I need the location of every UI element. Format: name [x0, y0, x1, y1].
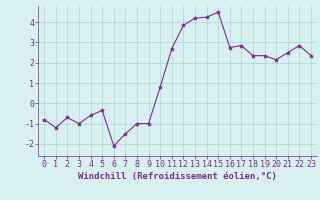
X-axis label: Windchill (Refroidissement éolien,°C): Windchill (Refroidissement éolien,°C) [78, 172, 277, 181]
